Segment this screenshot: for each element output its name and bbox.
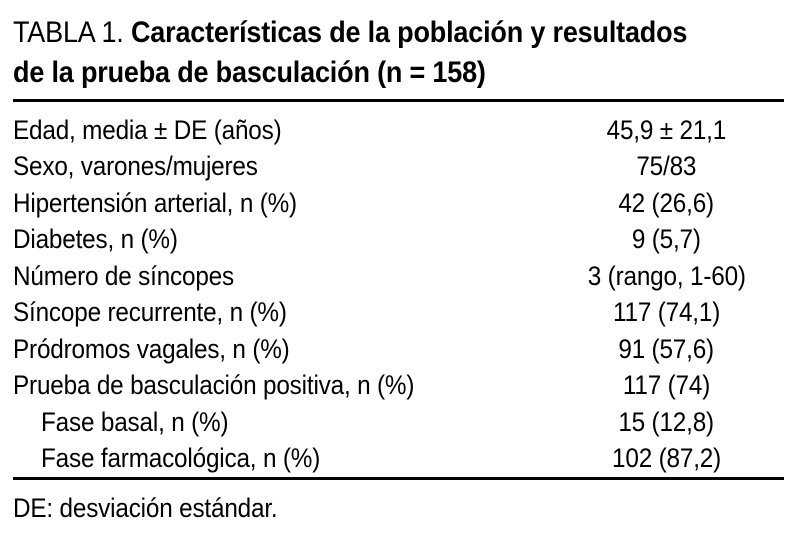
row-value: 15 (12,8) xyxy=(618,406,715,437)
table-row: Fase basal, n (%) 15 (12,8) xyxy=(13,404,784,441)
bottom-rule xyxy=(13,477,784,480)
row-label: Número de síncopes xyxy=(13,260,234,291)
row-value: 45,9 ± 21,1 xyxy=(606,114,727,145)
table-row: Síncope recurrente, n (%) 117 (74,1) xyxy=(13,295,784,332)
row-label: Prueba de basculación positiva, n (%) xyxy=(13,370,415,401)
table-title-line-2: de la prueba de basculación (n = 158) xyxy=(13,53,784,93)
row-label: Diabetes, n (%) xyxy=(13,224,178,255)
row-value: 3 (rango, 1-60) xyxy=(587,260,746,291)
row-label: Fase farmacológica, n (%) xyxy=(41,443,321,474)
top-rule xyxy=(13,99,784,102)
row-value: 91 (57,6) xyxy=(618,333,715,364)
row-value: 102 (87,2) xyxy=(612,443,721,474)
table-row: Diabetes, n (%) 9 (5,7) xyxy=(13,222,784,259)
table-title-text-1: Características de la población y result… xyxy=(130,16,688,49)
row-label: Hipertensión arterial, n (%) xyxy=(13,187,297,218)
table-row: Hipertensión arterial, n (%) 42 (26,6) xyxy=(13,185,784,222)
table-row: Número de síncopes 3 (rango, 1-60) xyxy=(13,258,784,295)
row-value: 117 (74,1) xyxy=(612,297,721,328)
table-number-label: TABLA 1. xyxy=(13,16,124,49)
row-value: 75/83 xyxy=(636,151,697,182)
table-footnote: DE: desviación estándar. xyxy=(13,493,784,523)
row-label: Síncope recurrente, n (%) xyxy=(13,297,287,328)
table-title-line-1: TABLA 1. Características de la población… xyxy=(13,13,784,53)
footnote-text: DE: desviación estándar. xyxy=(13,493,278,523)
row-value: 117 (74) xyxy=(622,370,711,401)
table-row: Fase farmacológica, n (%) 102 (87,2) xyxy=(13,441,784,478)
row-label: Edad, media ± DE (años) xyxy=(13,114,282,145)
table-row: Edad, media ± DE (años) 45,9 ± 21,1 xyxy=(13,112,784,149)
row-value: 9 (5,7) xyxy=(632,224,701,255)
row-value: 42 (26,6) xyxy=(618,187,715,218)
table-header: TABLA 1. Características de la población… xyxy=(13,13,784,93)
table-title-text-2: de la prueba de basculación (n = 158) xyxy=(13,56,486,89)
table-body: Edad, media ± DE (años) 45,9 ± 21,1 Sexo, … xyxy=(13,102,784,477)
table-row: Sexo, varones/mujeres 75/83 xyxy=(13,149,784,186)
row-label: Fase basal, n (%) xyxy=(41,406,229,437)
row-label: Sexo, varones/mujeres xyxy=(13,151,258,182)
row-label: Pródromos vagales, n (%) xyxy=(13,333,290,364)
table-row: Prueba de basculación positiva, n (%) 117… xyxy=(13,368,784,405)
table-row: Pródromos vagales, n (%) 91 (57,6) xyxy=(13,331,784,368)
